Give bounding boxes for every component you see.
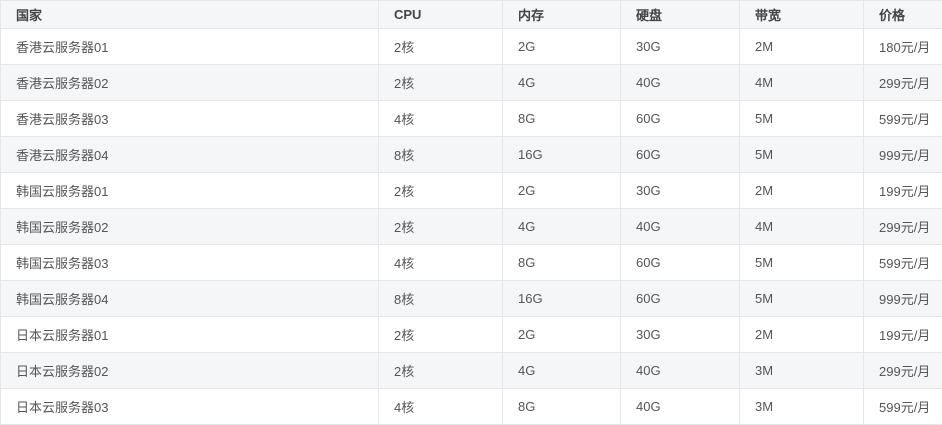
cell-memory: 8G [502, 388, 621, 425]
table-row: 香港云服务器04 8核 16G 60G 5M 999元/月 [0, 136, 942, 173]
cell-memory: 2G [502, 172, 621, 209]
cell-memory: 8G [502, 244, 621, 281]
cell-country: 日本云服务器02 [0, 352, 379, 389]
cell-disk: 40G [620, 388, 740, 425]
cell-memory: 16G [502, 136, 621, 173]
cell-bandwidth: 4M [739, 208, 864, 245]
table-row: 韩国云服务器02 2核 4G 40G 4M 299元/月 [0, 208, 942, 245]
cell-cpu: 4核 [378, 244, 503, 281]
cell-price: 199元/月 [863, 316, 942, 353]
cell-cpu: 4核 [378, 388, 503, 425]
cell-country: 韩国云服务器02 [0, 208, 379, 245]
cell-bandwidth: 2M [739, 316, 864, 353]
cell-country: 香港云服务器01 [0, 28, 379, 65]
cell-bandwidth: 2M [739, 28, 864, 65]
cell-disk: 40G [620, 64, 740, 101]
cell-country: 日本云服务器03 [0, 388, 379, 425]
column-header-price: 价格 [863, 0, 942, 29]
cell-disk: 60G [620, 100, 740, 137]
cell-disk: 60G [620, 280, 740, 317]
cell-price: 999元/月 [863, 136, 942, 173]
cell-price: 299元/月 [863, 64, 942, 101]
cell-disk: 30G [620, 316, 740, 353]
cell-memory: 4G [502, 208, 621, 245]
cell-disk: 60G [620, 244, 740, 281]
cell-price: 299元/月 [863, 352, 942, 389]
cell-cpu: 4核 [378, 100, 503, 137]
column-header-bandwidth: 带宽 [739, 0, 864, 29]
cell-price: 599元/月 [863, 100, 942, 137]
table-row: 韩国云服务器01 2核 2G 30G 2M 199元/月 [0, 172, 942, 209]
cell-cpu: 2核 [378, 208, 503, 245]
cell-country: 日本云服务器01 [0, 316, 379, 353]
cell-bandwidth: 3M [739, 388, 864, 425]
column-header-country: 国家 [0, 0, 379, 29]
cell-bandwidth: 5M [739, 244, 864, 281]
cell-memory: 2G [502, 316, 621, 353]
cell-cpu: 2核 [378, 172, 503, 209]
cell-memory: 2G [502, 28, 621, 65]
table-row: 韩国云服务器04 8核 16G 60G 5M 999元/月 [0, 280, 942, 317]
table-row: 韩国云服务器03 4核 8G 60G 5M 599元/月 [0, 244, 942, 281]
cell-bandwidth: 5M [739, 280, 864, 317]
cell-price: 599元/月 [863, 388, 942, 425]
cell-disk: 60G [620, 136, 740, 173]
cell-bandwidth: 3M [739, 352, 864, 389]
cell-disk: 30G [620, 172, 740, 209]
cell-price: 199元/月 [863, 172, 942, 209]
table-header-row: 国家 CPU 内存 硬盘 带宽 价格 [0, 0, 942, 29]
table-row: 日本云服务器03 4核 8G 40G 3M 599元/月 [0, 388, 942, 425]
cell-memory: 8G [502, 100, 621, 137]
cell-country: 香港云服务器02 [0, 64, 379, 101]
cell-memory: 4G [502, 64, 621, 101]
table-row: 日本云服务器01 2核 2G 30G 2M 199元/月 [0, 316, 942, 353]
cell-cpu: 2核 [378, 316, 503, 353]
table-row: 香港云服务器03 4核 8G 60G 5M 599元/月 [0, 100, 942, 137]
cell-country: 韩国云服务器04 [0, 280, 379, 317]
cell-memory: 16G [502, 280, 621, 317]
table-row: 香港云服务器01 2核 2G 30G 2M 180元/月 [0, 28, 942, 65]
table-row: 香港云服务器02 2核 4G 40G 4M 299元/月 [0, 64, 942, 101]
cell-cpu: 2核 [378, 352, 503, 389]
cell-country: 香港云服务器04 [0, 136, 379, 173]
cell-price: 299元/月 [863, 208, 942, 245]
cell-bandwidth: 2M [739, 172, 864, 209]
cell-disk: 40G [620, 352, 740, 389]
cell-memory: 4G [502, 352, 621, 389]
cell-bandwidth: 5M [739, 100, 864, 137]
column-header-memory: 内存 [502, 0, 621, 29]
table-body: 香港云服务器01 2核 2G 30G 2M 180元/月 香港云服务器02 2核 4G 40G 4M… [0, 28, 942, 425]
cell-bandwidth: 4M [739, 64, 864, 101]
cell-country: 韩国云服务器03 [0, 244, 379, 281]
cell-disk: 40G [620, 208, 740, 245]
cell-price: 180元/月 [863, 28, 942, 65]
cell-country: 韩国云服务器01 [0, 172, 379, 209]
cell-cpu: 2核 [378, 28, 503, 65]
cell-cpu: 8核 [378, 280, 503, 317]
cell-bandwidth: 5M [739, 136, 864, 173]
cell-disk: 30G [620, 28, 740, 65]
table-row: 日本云服务器02 2核 4G 40G 3M 299元/月 [0, 352, 942, 389]
column-header-cpu: CPU [378, 0, 503, 29]
cell-price: 599元/月 [863, 244, 942, 281]
cell-price: 999元/月 [863, 280, 942, 317]
cell-cpu: 2核 [378, 64, 503, 101]
cell-country: 香港云服务器03 [0, 100, 379, 137]
column-header-disk: 硬盘 [620, 0, 740, 29]
cell-cpu: 8核 [378, 136, 503, 173]
